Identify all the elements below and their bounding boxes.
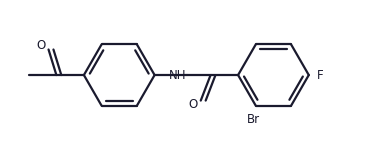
Text: O: O [188, 98, 198, 111]
Text: Br: Br [247, 113, 260, 126]
Text: O: O [36, 39, 45, 52]
Text: F: F [317, 69, 324, 82]
Text: NH: NH [168, 69, 186, 82]
